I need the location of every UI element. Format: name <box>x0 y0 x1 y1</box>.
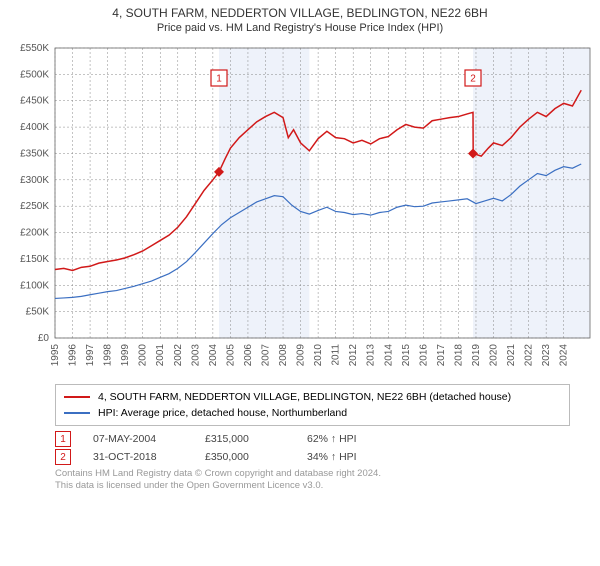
svg-text:2011: 2011 <box>331 344 342 366</box>
svg-text:£100K: £100K <box>20 280 49 291</box>
sale-pct: 62% ↑ HPI <box>307 433 357 445</box>
svg-text:£550K: £550K <box>20 43 49 54</box>
svg-text:2016: 2016 <box>418 344 429 367</box>
sale-date: 31-OCT-2018 <box>93 451 183 463</box>
svg-text:2003: 2003 <box>190 344 201 367</box>
svg-text:£350K: £350K <box>20 148 49 159</box>
sales-row: 1 07-MAY-2004 £315,000 62% ↑ HPI <box>55 430 570 448</box>
svg-text:2013: 2013 <box>366 344 377 367</box>
svg-text:£300K: £300K <box>20 175 49 186</box>
sale-price: £350,000 <box>205 451 285 463</box>
svg-text:2014: 2014 <box>383 344 394 367</box>
svg-text:2004: 2004 <box>208 344 219 367</box>
legend-label-hpi: HPI: Average price, detached house, Nort… <box>98 407 347 419</box>
svg-text:2002: 2002 <box>173 344 184 367</box>
sale-date: 07-MAY-2004 <box>93 433 183 445</box>
svg-text:2017: 2017 <box>436 344 447 367</box>
svg-text:2018: 2018 <box>453 344 464 367</box>
sales-row: 2 31-OCT-2018 £350,000 34% ↑ HPI <box>55 448 570 466</box>
sales-table: 1 07-MAY-2004 £315,000 62% ↑ HPI 2 31-OC… <box>55 430 570 466</box>
price-chart: £0 £50K £100K £150K £200K £250K £300K £350K £400… <box>0 38 600 378</box>
legend: 4, SOUTH FARM, NEDDERTON VILLAGE, BEDLIN… <box>55 384 570 426</box>
svg-text:2023: 2023 <box>541 344 552 367</box>
svg-text:2007: 2007 <box>260 344 271 367</box>
legend-swatch-property <box>64 396 90 398</box>
sale-price: £315,000 <box>205 433 285 445</box>
svg-text:2012: 2012 <box>348 344 359 367</box>
svg-text:2001: 2001 <box>155 344 166 367</box>
svg-text:2024: 2024 <box>559 344 570 367</box>
svg-text:£250K: £250K <box>20 201 49 212</box>
svg-text:£150K: £150K <box>20 254 49 265</box>
svg-text:2022: 2022 <box>524 344 535 367</box>
svg-text:1995: 1995 <box>50 344 61 367</box>
page-title: 4, SOUTH FARM, NEDDERTON VILLAGE, BEDLIN… <box>0 6 600 20</box>
svg-text:1: 1 <box>216 74 222 85</box>
svg-text:£50K: £50K <box>26 307 50 318</box>
svg-text:2: 2 <box>470 74 476 85</box>
footer-line2: This data is licensed under the Open Gov… <box>55 480 570 492</box>
svg-text:2008: 2008 <box>278 344 289 367</box>
page-subtitle: Price paid vs. HM Land Registry's House … <box>0 22 600 34</box>
svg-text:2006: 2006 <box>243 344 254 367</box>
svg-text:2009: 2009 <box>296 344 307 367</box>
sale-marker-2: 2 <box>55 449 71 465</box>
svg-text:2021: 2021 <box>506 344 517 367</box>
svg-text:2005: 2005 <box>225 344 236 367</box>
svg-text:2020: 2020 <box>489 344 500 367</box>
chart-svg: £0 £50K £100K £150K £200K £250K £300K £350K £400… <box>0 38 600 378</box>
footer-line1: Contains HM Land Registry data © Crown c… <box>55 468 570 480</box>
svg-text:£0: £0 <box>38 333 50 344</box>
svg-text:1997: 1997 <box>85 344 96 367</box>
svg-text:2010: 2010 <box>313 344 324 367</box>
svg-text:2019: 2019 <box>471 344 482 367</box>
legend-swatch-hpi <box>64 412 90 414</box>
svg-text:1999: 1999 <box>120 344 131 367</box>
svg-text:2000: 2000 <box>138 344 149 367</box>
svg-text:£500K: £500K <box>20 69 49 80</box>
legend-row-property: 4, SOUTH FARM, NEDDERTON VILLAGE, BEDLIN… <box>64 389 561 405</box>
svg-text:£200K: £200K <box>20 228 49 239</box>
legend-row-hpi: HPI: Average price, detached house, Nort… <box>64 405 561 421</box>
svg-text:2015: 2015 <box>401 344 412 367</box>
footer: Contains HM Land Registry data © Crown c… <box>55 468 570 492</box>
sale-marker-1: 1 <box>55 431 71 447</box>
svg-text:1998: 1998 <box>103 344 114 367</box>
svg-text:£450K: £450K <box>20 96 49 107</box>
sale-pct: 34% ↑ HPI <box>307 451 357 463</box>
legend-label-property: 4, SOUTH FARM, NEDDERTON VILLAGE, BEDLIN… <box>98 391 511 403</box>
svg-text:1996: 1996 <box>68 344 79 367</box>
svg-text:£400K: £400K <box>20 122 49 133</box>
